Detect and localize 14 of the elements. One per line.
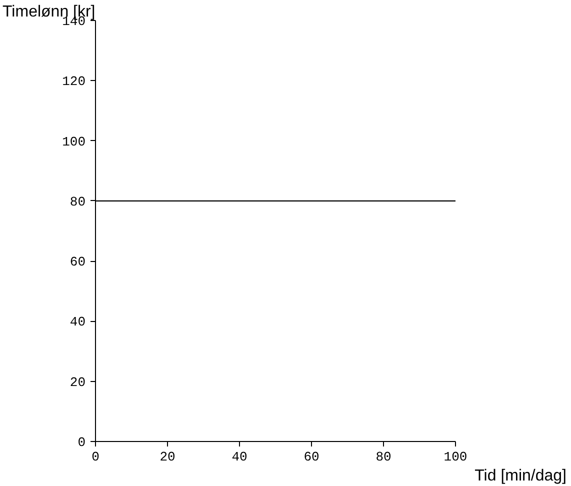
x-tick-label: 20: [160, 450, 176, 464]
y-tick-label: 0: [78, 435, 86, 450]
x-tick-label: 80: [376, 450, 392, 464]
y-tick-label: 20: [70, 374, 86, 390]
y-tick-label: 40: [70, 314, 86, 330]
x-axis-title: Tid [min/dag]: [474, 468, 566, 484]
x-tick-label: 0: [92, 450, 100, 464]
y-tick-label: 80: [70, 194, 86, 210]
x-tick-label: 60: [304, 450, 320, 464]
y-tick-label: 60: [70, 254, 86, 270]
y-tick-label: 100: [62, 134, 86, 150]
x-tick-label: 40: [232, 450, 248, 464]
y-tick-label: 120: [62, 74, 86, 90]
x-tick-label: 100: [444, 450, 468, 464]
